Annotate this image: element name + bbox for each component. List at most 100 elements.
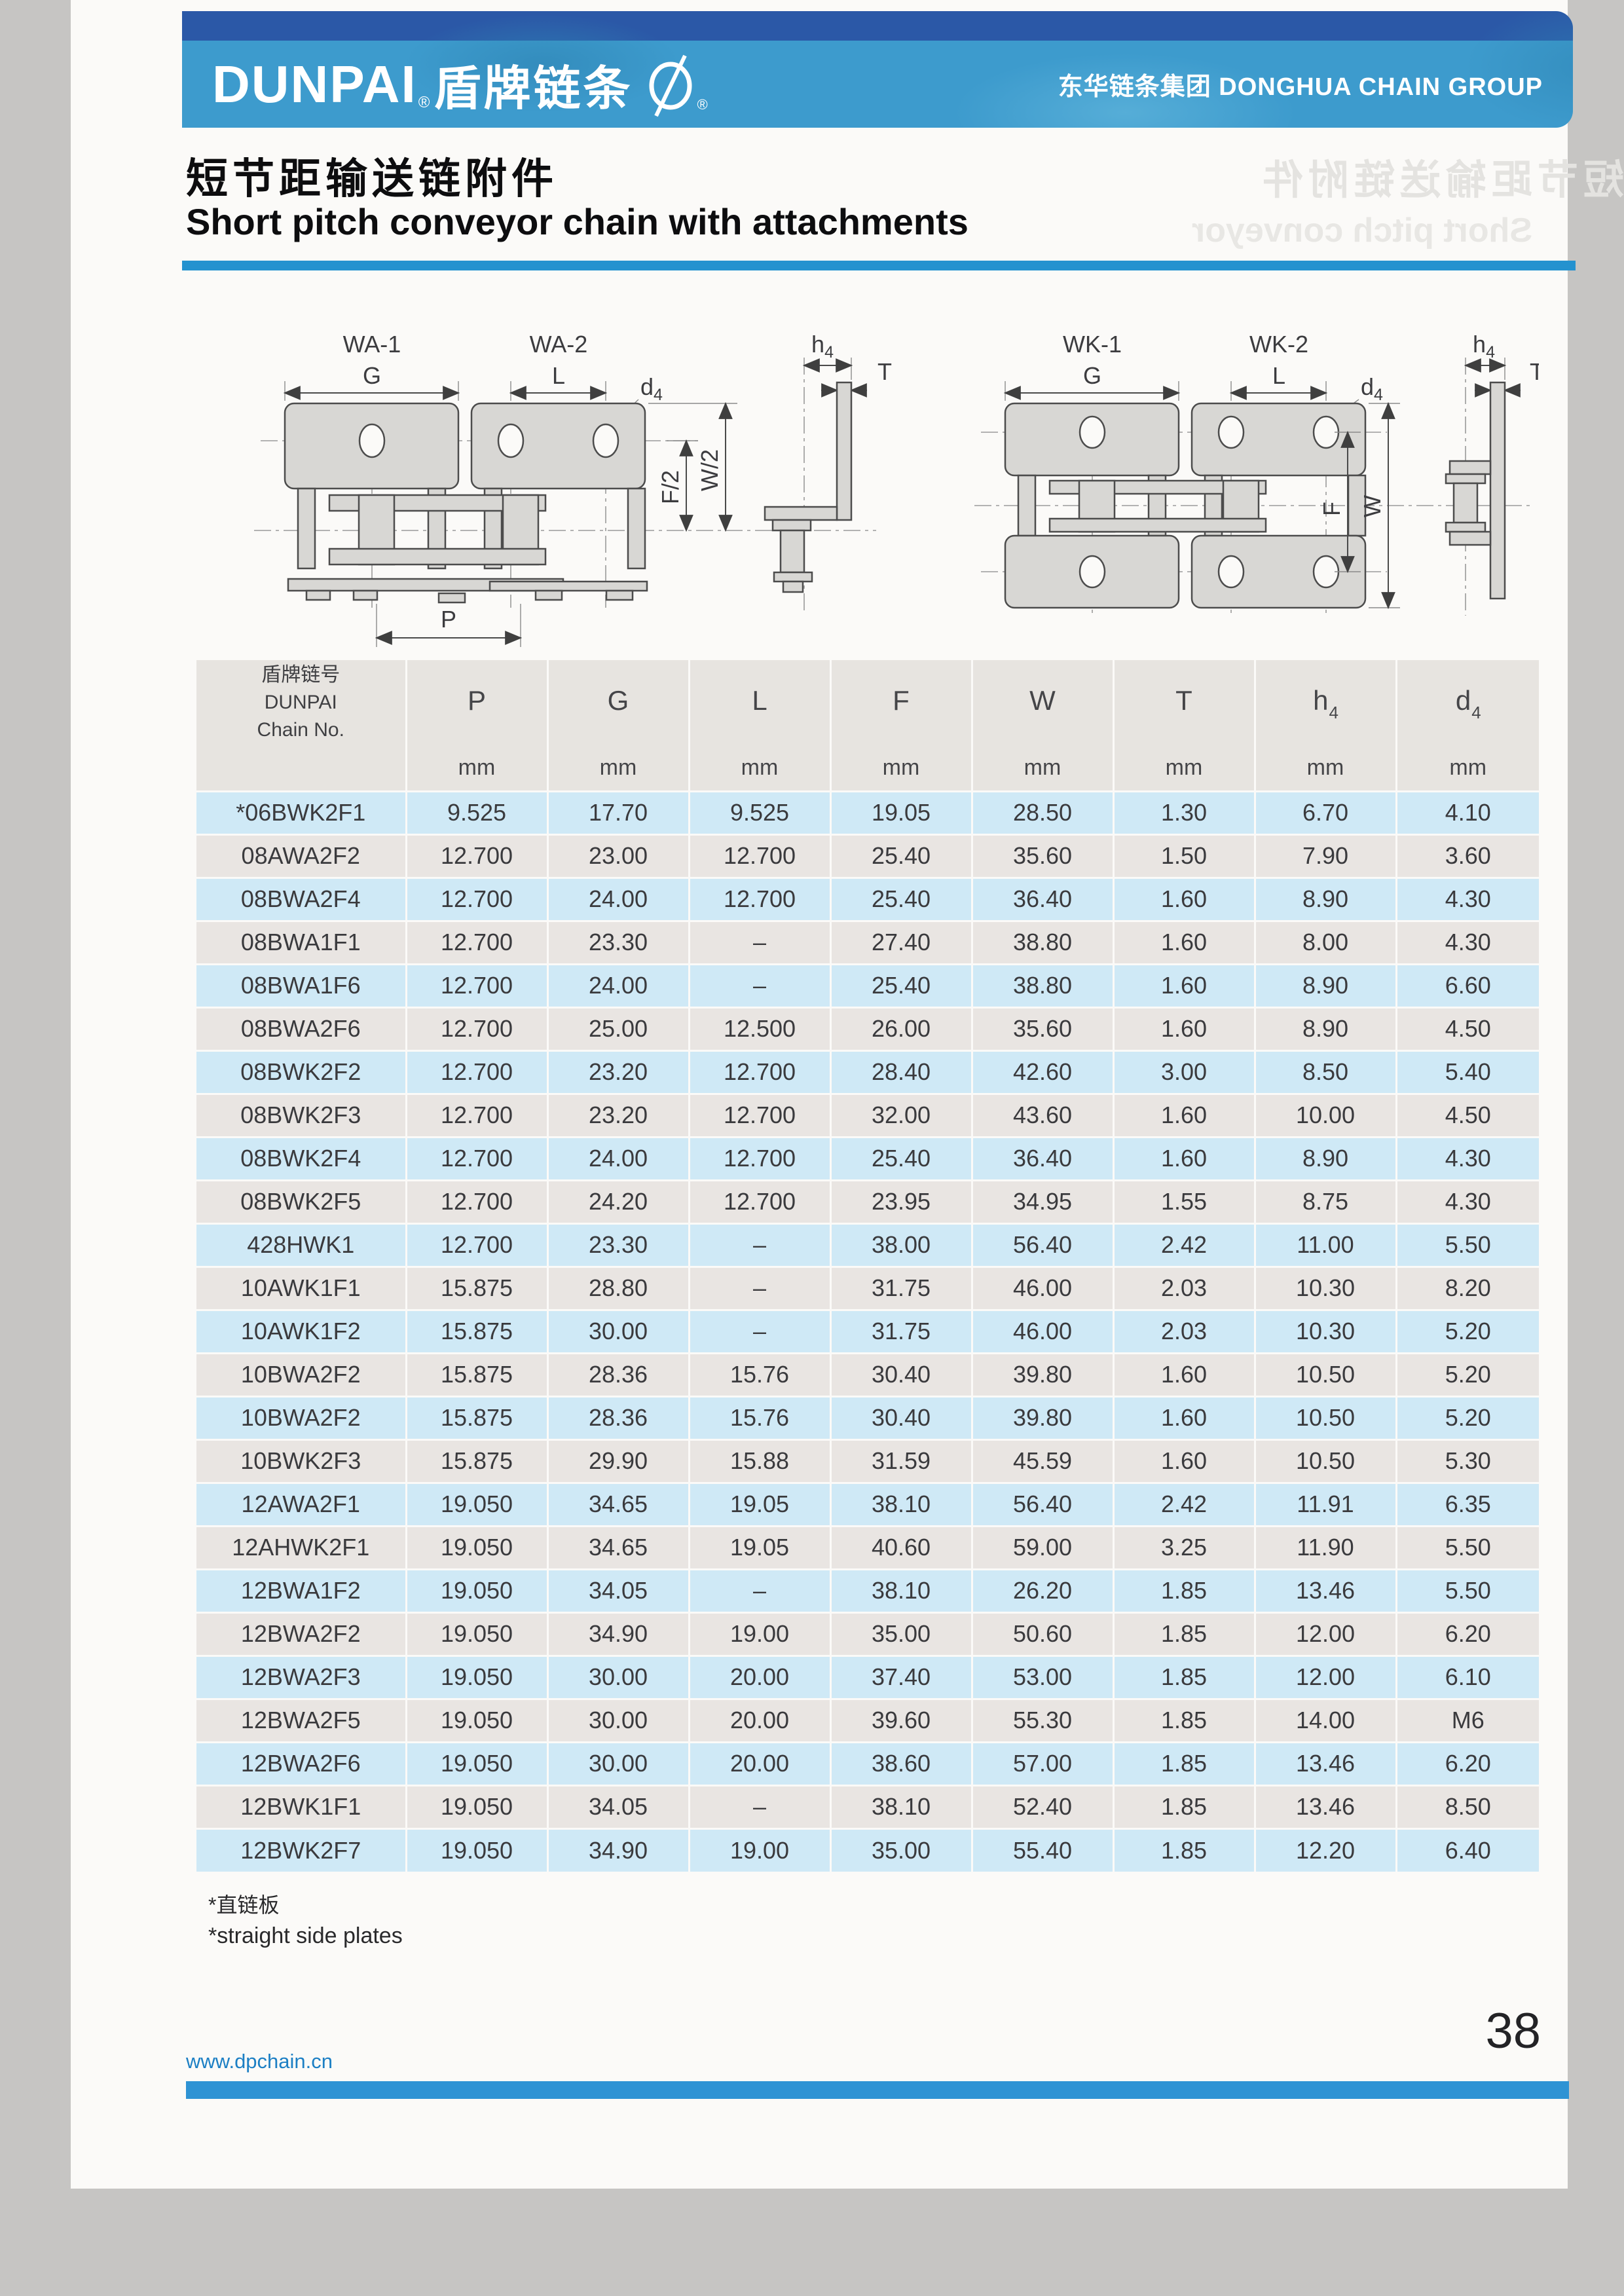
value-cell: 12.700 (406, 1049, 549, 1094)
value-cell: 31.59 (830, 1438, 973, 1483)
value-cell: 1.60 (1113, 876, 1256, 921)
wk1-label: WK-1 (1063, 331, 1122, 358)
group-name: 东华链条集团 DONGHUA CHAIN GROUP (1058, 66, 1543, 102)
value-cell: 25.00 (547, 1006, 690, 1050)
value-cell: 25.40 (830, 833, 973, 878)
value-cell: 8.75 (1255, 1179, 1397, 1223)
value-cell: 11.90 (1255, 1525, 1397, 1569)
value-cell: 27.40 (830, 919, 973, 964)
value-cell: 6.20 (1396, 1741, 1539, 1785)
value-cell: 23.20 (547, 1092, 690, 1137)
unit-cell: mm (547, 745, 690, 791)
col-header-t: T (1113, 660, 1256, 745)
value-cell: 30.00 (547, 1741, 690, 1785)
value-cell: 2.42 (1113, 1481, 1256, 1526)
chain-no-cell: 08BWK2F5 (196, 1179, 407, 1223)
bleedthrough-title-cn: 短节距输送链附件 (1257, 158, 1624, 203)
wa-diagram: WA-1 WA-2 G L d4 (254, 331, 892, 647)
dim-f2-label: F/2 (657, 470, 684, 504)
value-cell: – (689, 1308, 832, 1353)
value-cell: 12.700 (689, 1136, 832, 1180)
value-cell: 19.050 (406, 1481, 549, 1526)
value-cell: 4.50 (1396, 1006, 1539, 1050)
unit-cell: mm (689, 745, 832, 791)
value-cell: 5.20 (1396, 1352, 1539, 1396)
value-cell: 6.70 (1255, 790, 1397, 834)
chain-no-cell: 12BWA2F2 (196, 1611, 407, 1656)
attachment-diagrams: WA-1 WA-2 G L d4 (254, 331, 1539, 647)
value-cell: 7.90 (1255, 833, 1397, 878)
table-row: 12BWA2F5 19.050 30.00 20.00 39.60 55.30 1.85 14… (196, 1697, 1539, 1742)
value-cell: 8.90 (1255, 963, 1397, 1007)
col-header-l: L (689, 660, 832, 745)
value-cell: 34.05 (547, 1568, 690, 1612)
value-cell: 57.00 (972, 1741, 1115, 1785)
value-cell: 4.30 (1396, 1179, 1539, 1223)
value-cell: 24.00 (547, 1136, 690, 1180)
value-cell: – (689, 963, 832, 1007)
value-cell: 4.50 (1396, 1092, 1539, 1137)
value-cell: 12.700 (406, 1136, 549, 1180)
value-cell: 1.85 (1113, 1697, 1256, 1742)
value-cell: 1.85 (1113, 1784, 1256, 1828)
value-cell: M6 (1396, 1697, 1539, 1742)
col-header-f: F (830, 660, 973, 745)
value-cell: 12.700 (406, 1092, 549, 1137)
value-cell: 17.70 (547, 790, 690, 834)
table-body: *06BWK2F1 9.525 17.70 9.525 19.05 28.50 1.30 6.… (196, 790, 1539, 1872)
value-cell: 2.03 (1113, 1265, 1256, 1310)
chain-no-cell: 12BWK1F1 (196, 1784, 407, 1828)
value-cell: 56.40 (972, 1222, 1115, 1267)
value-cell: 5.50 (1396, 1525, 1539, 1569)
registered-mark-icon: ® (418, 94, 430, 111)
catalog-page: DUNPAI ® 盾牌链条 ® 东华链条集团 DONGHUA CHAIN GRO… (71, 0, 1624, 2189)
value-cell: 20.00 (689, 1654, 832, 1699)
value-cell: 15.875 (406, 1352, 549, 1396)
value-cell: 9.525 (689, 790, 832, 834)
unit-row: mm mm mm mm mm mm mm mm (196, 745, 1539, 791)
value-cell: 19.050 (406, 1568, 549, 1612)
chain-no-cell: 08BWK2F3 (196, 1092, 407, 1137)
value-cell: 5.50 (1396, 1568, 1539, 1612)
dim-d4-label: d4 (640, 373, 663, 404)
footer-bar (186, 2081, 1569, 2099)
value-cell: 19.00 (689, 1611, 832, 1656)
value-cell: 8.20 (1396, 1265, 1539, 1310)
value-cell: 28.80 (547, 1265, 690, 1310)
value-cell: 38.10 (830, 1568, 973, 1612)
header-band: DUNPAI ® 盾牌链条 ® 东华链条集团 DONGHUA CHAIN GRO… (182, 11, 1573, 128)
chain-no-cell: 08BWA2F6 (196, 1006, 407, 1050)
footnote-en: *straight side plates (208, 1923, 403, 1948)
value-cell: 23.95 (830, 1179, 973, 1223)
value-cell: 19.050 (406, 1827, 549, 1872)
value-cell: 38.10 (830, 1481, 973, 1526)
value-cell: 12.700 (689, 1179, 832, 1223)
table-row: 08BWK2F2 12.700 23.20 12.700 28.40 42.60 3.00 8… (196, 1049, 1539, 1094)
unit-cell: mm (830, 745, 973, 791)
value-cell: 1.60 (1113, 919, 1256, 964)
value-cell: 5.30 (1396, 1438, 1539, 1483)
header-photo-band: DUNPAI ® 盾牌链条 ® 东华链条集团 DONGHUA CHAIN GRO… (182, 11, 1573, 128)
table-row: 08BWK2F5 12.700 24.20 12.700 23.95 34.95 1.55 8… (196, 1179, 1539, 1223)
value-cell: 28.50 (972, 790, 1115, 834)
value-cell: 32.00 (830, 1092, 973, 1137)
table-row: 08BWK2F3 12.700 23.20 12.700 32.00 43.60 1.60 1… (196, 1092, 1539, 1137)
unit-cell: mm (1255, 745, 1397, 791)
value-cell: 4.30 (1396, 1136, 1539, 1180)
value-cell: 10.30 (1255, 1265, 1397, 1310)
chain-no-cell: 08BWA1F1 (196, 919, 407, 964)
value-cell: 24.20 (547, 1179, 690, 1223)
value-cell: – (689, 1265, 832, 1310)
value-cell: 10.50 (1255, 1438, 1397, 1483)
table-row: 12BWA2F3 19.050 30.00 20.00 37.40 53.00 1.85 12… (196, 1654, 1539, 1699)
value-cell: 5.20 (1396, 1395, 1539, 1439)
value-cell: 19.050 (406, 1611, 549, 1656)
spec-table: 盾牌链号 DUNPAI Chain No. P G L F W T h4 d4 … (196, 660, 1539, 1872)
value-cell: 1.60 (1113, 1006, 1256, 1050)
table-row: 08BWA2F6 12.700 25.00 12.500 26.00 35.60 1.60 8… (196, 1006, 1539, 1050)
table-row: 12AHWK2F1 19.050 34.65 19.05 40.60 59.00 3.25 1… (196, 1525, 1539, 1569)
value-cell: 55.30 (972, 1697, 1115, 1742)
value-cell: – (689, 1568, 832, 1612)
value-cell: 23.00 (547, 833, 690, 878)
value-cell: 12.700 (689, 833, 832, 878)
